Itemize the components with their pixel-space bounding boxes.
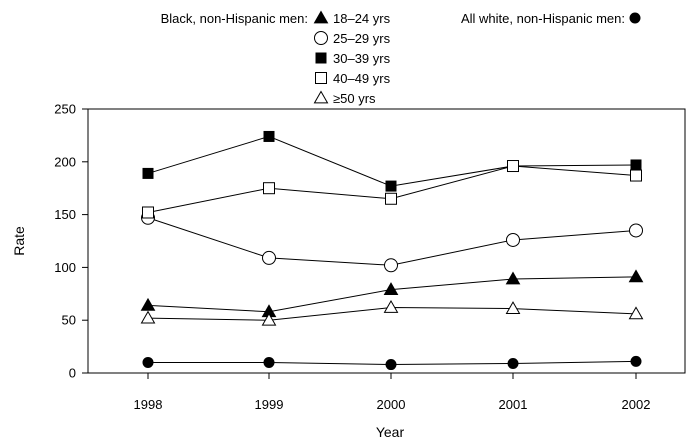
data-point: [140, 310, 156, 324]
legend-marker: [314, 31, 328, 45]
series-line: [147, 217, 637, 266]
y-tick-label: 50: [62, 313, 76, 328]
legend-label: 25–29 yrs: [333, 31, 391, 46]
series-4: [140, 300, 644, 326]
legend-marker: [313, 90, 329, 104]
data-point: [630, 355, 642, 367]
y-tick-label: 0: [69, 366, 76, 381]
legend-label: 40–49 yrs: [333, 71, 391, 86]
data-point: [385, 359, 397, 371]
legend-label: ≥50 yrs: [333, 91, 376, 106]
data-point: [507, 357, 519, 369]
series-line: [147, 135, 637, 187]
data-point: [383, 282, 399, 295]
data-point: [629, 223, 643, 238]
data-point: [628, 269, 644, 283]
data-point: [507, 160, 519, 173]
data-point: [262, 250, 276, 265]
data-point: [140, 297, 156, 311]
data-point: [385, 180, 397, 192]
data-point: [142, 206, 154, 219]
legend-marker: [315, 52, 327, 64]
data-point: [630, 169, 642, 182]
data-point: [142, 356, 154, 368]
legend-label: 30–39 yrs: [333, 51, 391, 66]
data-point: [261, 312, 277, 326]
x-tick-label: 2002: [622, 397, 651, 412]
legend-label: 18–24 yrs: [333, 11, 391, 26]
legend-marker: [313, 10, 329, 24]
x-axis: 1998 1999 2000 2001 2002: [134, 373, 651, 412]
legend-entries: 18–24 yrs 25–29 yrs 30–39 yrs 40–49 yrs ≥50 …: [313, 10, 641, 106]
y-tick-label: 250: [54, 102, 76, 117]
legend-group-white-label: All white, non-Hispanic men:: [461, 11, 625, 26]
x-tick-label: 1998: [134, 397, 163, 412]
series-layer: [140, 130, 644, 371]
data-point: [505, 271, 521, 285]
data-point: [142, 167, 154, 179]
x-axis-title: Year: [376, 424, 405, 440]
data-point: [385, 192, 397, 205]
data-point: [263, 356, 275, 368]
x-tick-label: 1999: [255, 397, 284, 412]
data-point: [384, 258, 398, 273]
plot-frame: [87, 108, 686, 374]
x-tick-label: 2000: [377, 397, 406, 412]
series-0: [140, 269, 644, 318]
x-tick-label: 2001: [499, 397, 528, 412]
y-tick-label: 150: [54, 207, 76, 222]
legend: Black, non-Hispanic men: All white, non-…: [161, 10, 641, 106]
data-point: [383, 300, 399, 313]
data-point: [506, 232, 520, 247]
legend-marker: [629, 12, 641, 24]
y-tick-label: 200: [54, 154, 76, 169]
data-point: [628, 306, 644, 320]
legend-group-black-label: Black, non-Hispanic men:: [161, 11, 308, 26]
series-2: [142, 130, 642, 192]
data-point: [263, 130, 275, 142]
y-axis-title: Rate: [11, 226, 27, 256]
y-axis: 0 50 100 150 200 250: [54, 102, 88, 381]
legend-marker: [315, 72, 327, 84]
series-3: [142, 160, 642, 219]
series-5: [142, 355, 642, 371]
series-1: [141, 210, 643, 273]
y-tick-label: 100: [54, 260, 76, 275]
data-point: [263, 182, 275, 195]
data-point: [505, 301, 521, 314]
data-point: [630, 159, 642, 171]
